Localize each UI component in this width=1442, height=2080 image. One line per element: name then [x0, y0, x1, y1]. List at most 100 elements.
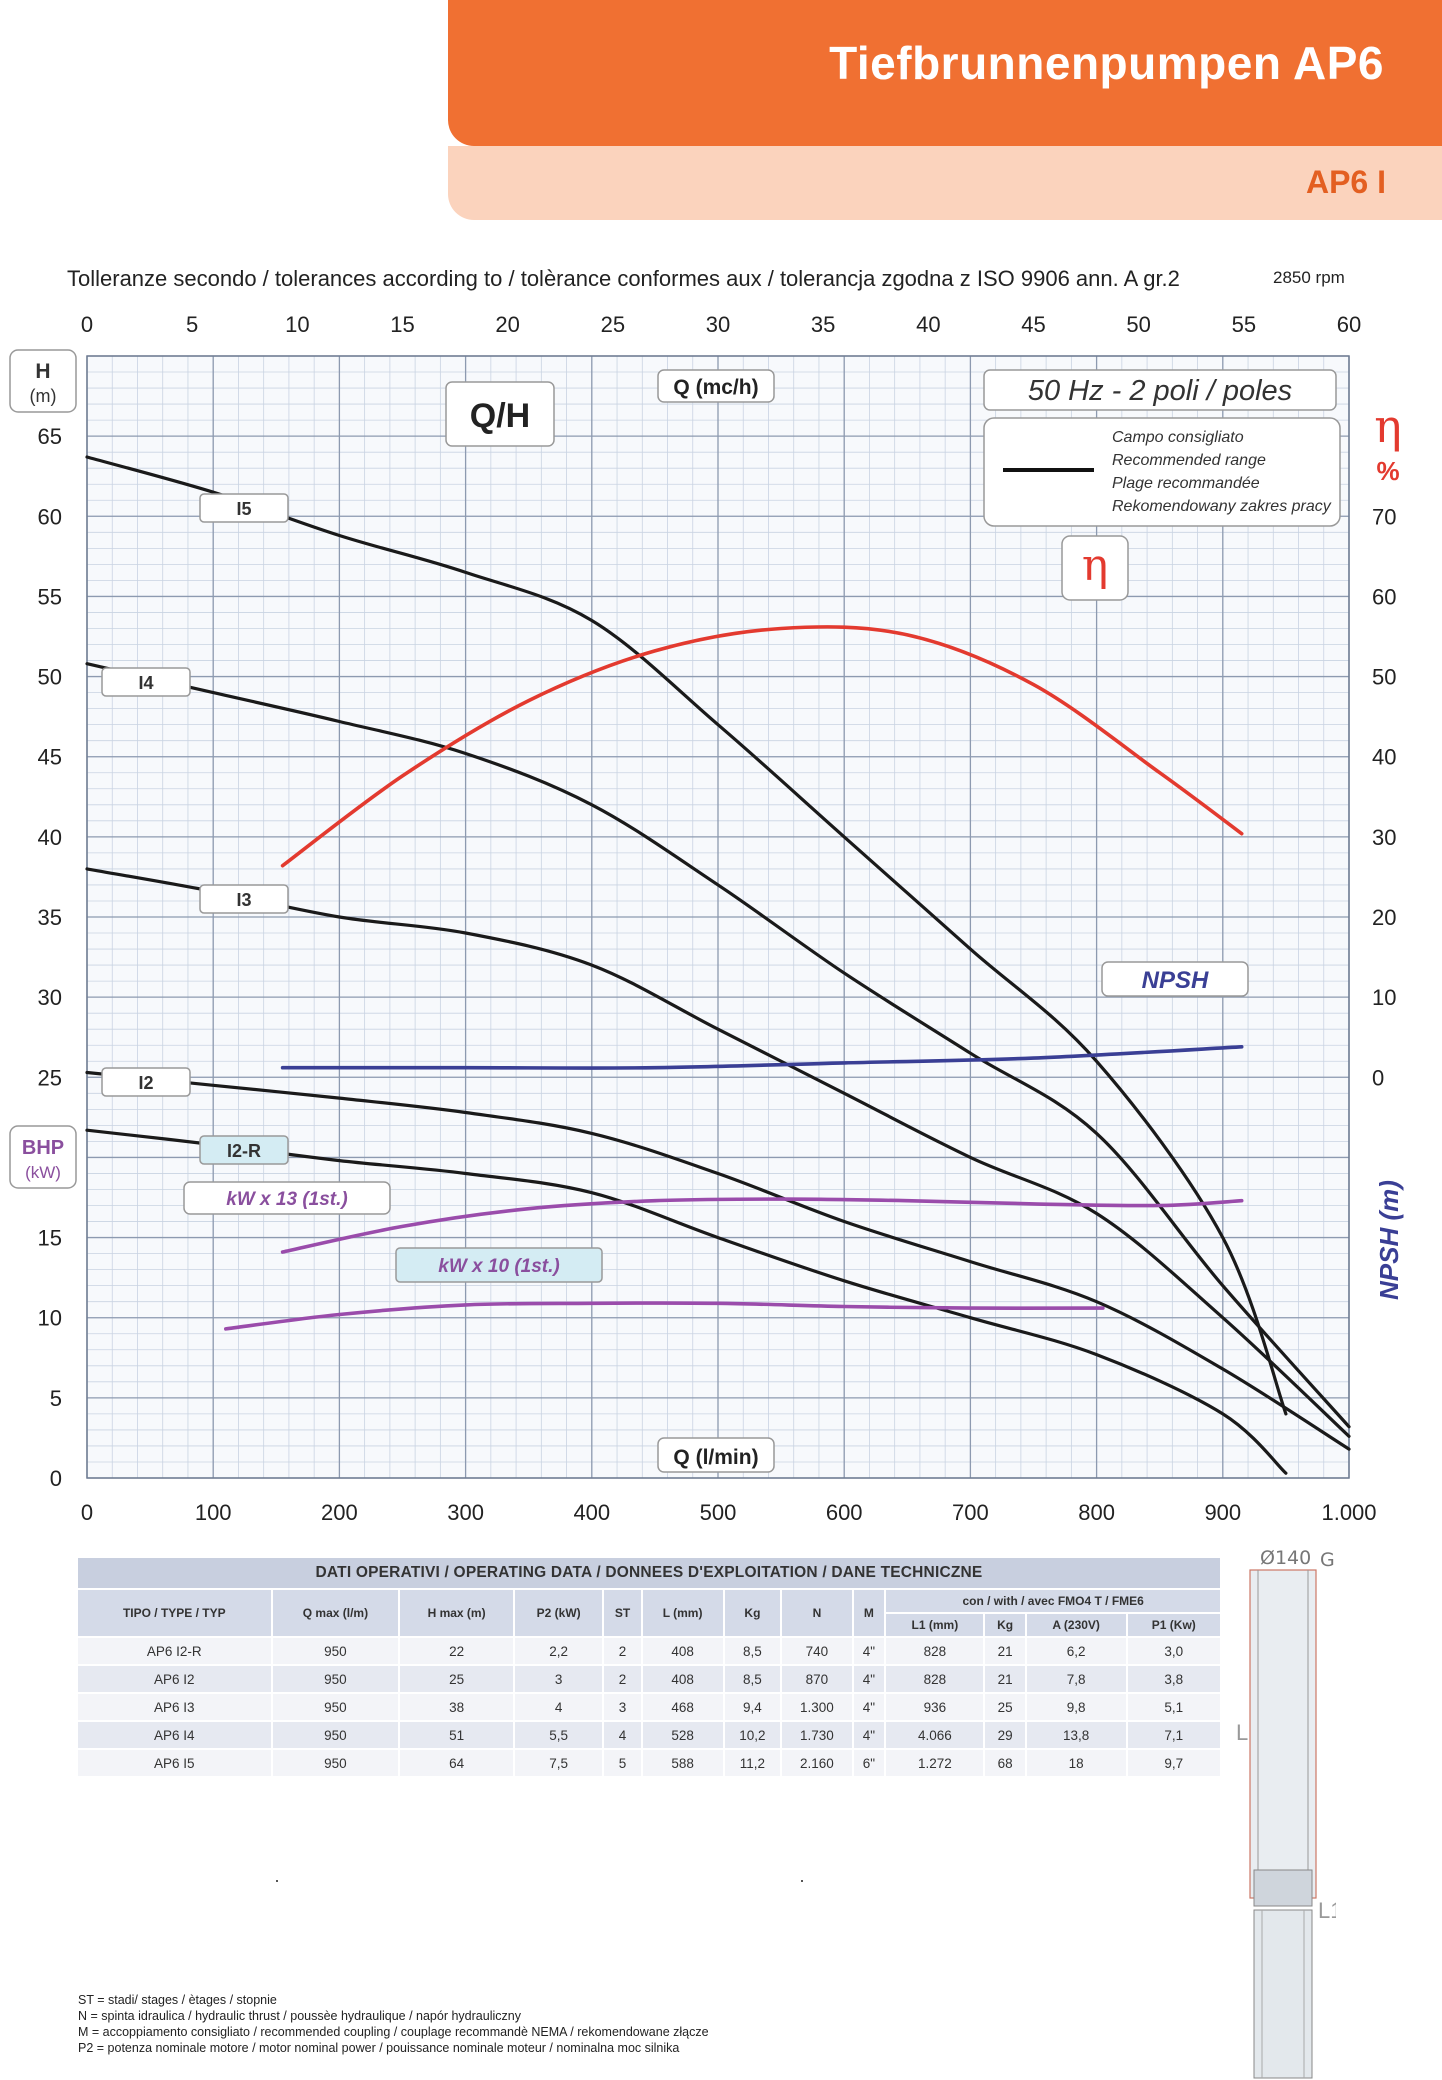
header-banner: Tiefbrunnenpumpen AP6 [448, 0, 1442, 146]
x-top-tick-label: 35 [811, 312, 835, 337]
length-l1-label: L1 [1318, 1898, 1336, 1923]
x-top-tick-label: 50 [1126, 312, 1150, 337]
tag-i2r: I2-R [227, 1141, 261, 1161]
pump-dimension-drawing: Ø140 G3 L L1 [1236, 1547, 1336, 2079]
kw10-label: kW x 10 (1st.) [438, 1256, 559, 1277]
tag-box-i2r [199, 1135, 289, 1165]
rpm-label: 2850 rpm [1273, 268, 1345, 287]
table-cell: 13,8 [1024, 1720, 1128, 1750]
eta-axis-unit: % [1376, 456, 1399, 486]
x-top-tick-label: 40 [916, 312, 940, 337]
table-cell: AP6 I4 [76, 1720, 273, 1750]
y-right-tick-label: 10 [1372, 985, 1396, 1010]
y-left-tick-label: 35 [38, 905, 62, 930]
series-line-head-i2 [85, 1070, 1351, 1451]
kw13-label: kW x 13 (1st.) [226, 1189, 347, 1210]
motor-body [1253, 1909, 1313, 2079]
table-cell: 408 [640, 1664, 725, 1694]
table-title: DATI OPERATIVI / OPERATING DATA / DONNEE… [76, 1556, 1222, 1590]
eta-box [1061, 535, 1129, 601]
table-cell: 4 [512, 1692, 605, 1722]
footnote-line: P2 = potenza nominale motore / motor nom… [78, 2041, 680, 2055]
model-title: AP6 I [1305, 164, 1386, 200]
series-tags: I5 I4 I3 I2 I2-R [101, 493, 289, 1165]
series-line-npsh-npsh [280, 1045, 1244, 1070]
table-cell: 2.160 [780, 1748, 854, 1778]
x-bottom-tick-label: 600 [826, 1500, 863, 1525]
col-header: A (230V) [1024, 1612, 1128, 1638]
table-cell: AP6 I3 [76, 1692, 273, 1722]
y-left-tick-label: 0 [50, 1466, 62, 1491]
x-bottom-axis-label: Q (l/min) [673, 1446, 758, 1469]
x-top-tick-label: 60 [1337, 312, 1361, 337]
table-cell: 7,8 [1024, 1664, 1128, 1694]
table-cell: 3,8 [1125, 1664, 1223, 1694]
operating-data-table: DATI OPERATIVI / OPERATING DATA / DONNEE… [76, 1556, 1223, 1778]
npsh-axis-label: NPSH (m) [1374, 1180, 1404, 1300]
table-cell: 950 [270, 1636, 401, 1666]
table-cell: 10,2 [722, 1720, 783, 1750]
table-row: AP6 I2-R 950 22 2,2 2 408 8,5 740 4" 828 21 6,2 3,0 [76, 1636, 1223, 1666]
table-cell: 950 [270, 1748, 401, 1778]
x-bottom-tick-label: 700 [952, 1500, 989, 1525]
table-cell: 7,1 [1125, 1720, 1223, 1750]
y-left-tick-label: 30 [38, 985, 62, 1010]
table-cell: AP6 I2-R [76, 1636, 273, 1666]
y-left-tick-label: 50 [38, 665, 62, 690]
tag-box-i4 [101, 667, 191, 697]
diameter-label: Ø140 [1260, 1547, 1311, 1569]
table-cell: 828 [884, 1636, 986, 1666]
frequency-box [983, 369, 1337, 411]
q-lmin-box [657, 1437, 775, 1473]
kw13-box [183, 1181, 391, 1215]
table-cell: 18 [1024, 1748, 1128, 1778]
axis-tick-labels: 0 5 10 15 20 25 30 35 40 45 50 55 600 100 200 300 400 500… [38, 312, 1397, 1525]
tag-box-i5 [199, 493, 289, 523]
series-line-power-kw-x-13-1st [280, 1197, 1244, 1254]
y-left-tick-label: 5 [50, 1386, 62, 1411]
table-cell: 1.730 [780, 1720, 854, 1750]
h-axis-box [9, 349, 77, 413]
plot-border [86, 355, 1350, 1479]
y-left-tick-label: 45 [38, 745, 62, 770]
x-bottom-tick-label: 500 [700, 1500, 737, 1525]
x-top-tick-label: 10 [285, 312, 309, 337]
chart-title: Q/H [470, 397, 530, 435]
table-cell: 936 [884, 1692, 986, 1722]
col-header: P1 (Kw) [1125, 1612, 1223, 1638]
table-cell: 408 [640, 1636, 725, 1666]
header-subbanner: AP6 I [448, 146, 1442, 220]
table-cell: 950 [270, 1692, 401, 1722]
col-header: Q max (l/m) [270, 1588, 401, 1638]
x-bottom-tick-label: 400 [573, 1500, 610, 1525]
table-cell: 3 [602, 1692, 643, 1722]
kw10-box [395, 1247, 603, 1283]
table-cell: 4" [851, 1720, 887, 1750]
col-header: N [780, 1588, 854, 1638]
table-cell: 6" [851, 1748, 887, 1778]
table-cell: 828 [884, 1664, 986, 1694]
col-header: TIPO / TYPE / TYP [76, 1588, 273, 1638]
table-cell: 4" [851, 1636, 887, 1666]
series-line-efficiency-eta [280, 625, 1244, 868]
col-header: ST [602, 1588, 643, 1638]
npsh-series-label: NPSH [1142, 967, 1209, 994]
table-cell: 2 [602, 1664, 643, 1694]
table-cell: 21 [983, 1636, 1027, 1666]
series-line-head-i5 [85, 455, 1288, 1416]
x-bottom-tick-label: 1.000 [1321, 1500, 1376, 1525]
bhp-axis-unit: (kW) [25, 1163, 61, 1182]
x-bottom-tick-label: 0 [81, 1500, 93, 1525]
col-header: L (mm) [640, 1588, 725, 1638]
table-row: AP6 I4 950 51 5,5 4 528 10,2 1.730 4" 4.066 29 13,8… [76, 1720, 1223, 1750]
table-cell: 3 [512, 1664, 605, 1694]
tag-box-i2 [101, 1067, 191, 1097]
pump-performance-chart: 0 5 10 15 20 25 30 35 40 45 50 55 600 100 200 300 400 500… [9, 312, 1404, 1525]
legend-line-2: Recommended range [1112, 452, 1266, 469]
table-cell: 4" [851, 1664, 887, 1694]
y-left-tick-label: 25 [38, 1065, 62, 1090]
table-cell: 588 [640, 1748, 725, 1778]
x-bottom-tick-label: 900 [1204, 1500, 1241, 1525]
x-top-tick-label: 5 [186, 312, 198, 337]
x-top-tick-label: 30 [706, 312, 730, 337]
